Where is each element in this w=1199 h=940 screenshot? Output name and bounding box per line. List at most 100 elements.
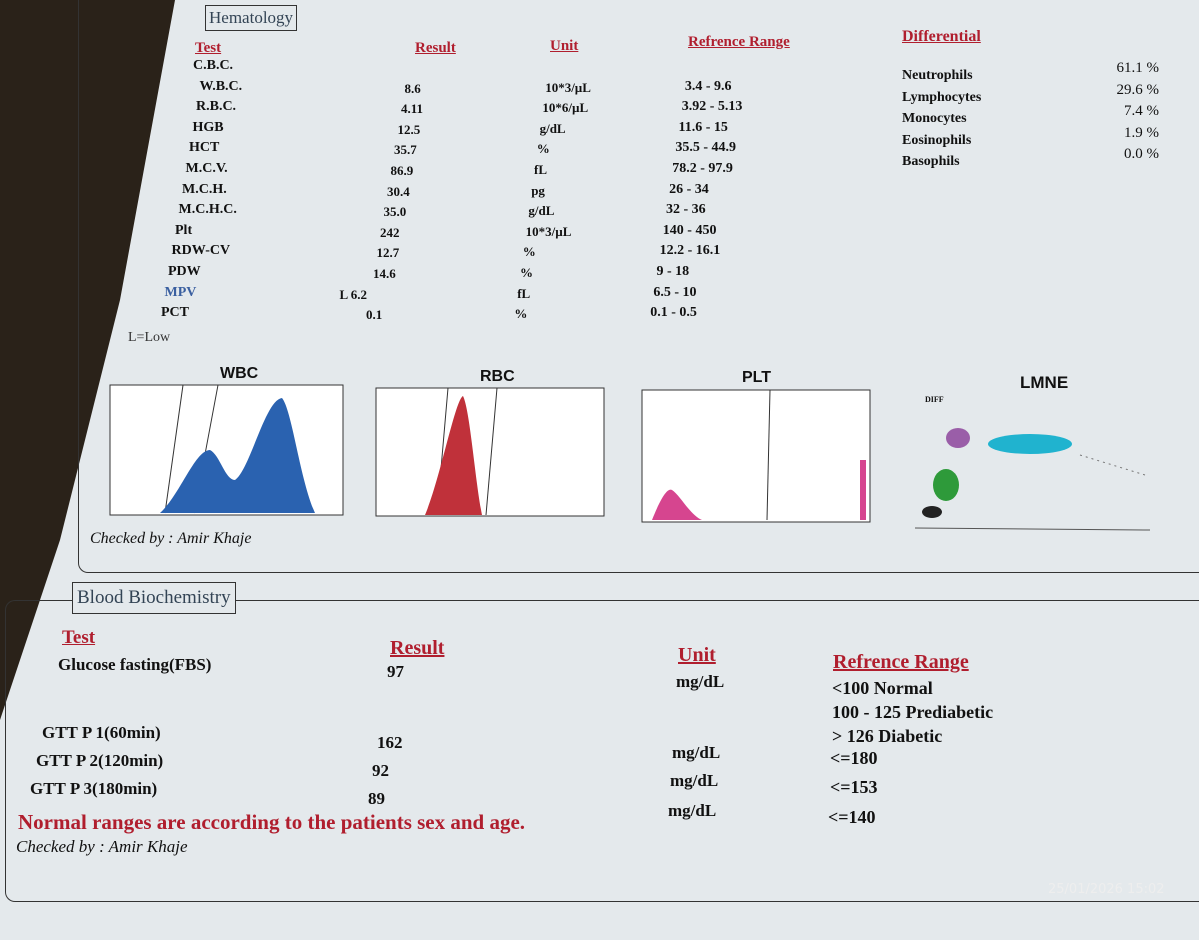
checked-by: Checked by : Amir Khaje xyxy=(16,837,188,856)
header: Test xyxy=(195,40,222,56)
ref-range: 0.1 - 0.5 xyxy=(650,305,697,321)
graph-label: DIFF xyxy=(925,395,944,404)
unit: % xyxy=(520,265,533,280)
ref-range: 140 - 450 xyxy=(662,222,717,238)
ref-range: 9 - 18 xyxy=(656,264,690,279)
section-title: Blood Biochemistry xyxy=(72,582,236,614)
test-name: PDW xyxy=(168,264,201,279)
rbc-histogram xyxy=(375,387,605,517)
ref-range: 12.2 - 16.1 xyxy=(659,243,721,259)
unit: fL xyxy=(534,162,547,177)
unit: mg/dL xyxy=(670,771,719,790)
header: Test xyxy=(62,627,96,648)
header: Result xyxy=(390,637,445,659)
test-name: GTT P 2(120min) xyxy=(36,751,164,770)
ref-range: 100 - 125 Prediabetic xyxy=(832,702,994,722)
result: 0.1 xyxy=(366,307,383,323)
graph-title: PLT xyxy=(742,369,772,386)
diff-value: 1.9 % xyxy=(1124,124,1159,141)
graph-title: WBC xyxy=(220,365,259,382)
lmne-scatter xyxy=(914,428,1151,531)
diff-name: Neutrophils xyxy=(902,68,973,83)
checked-by: Checked by : Amir Khaje xyxy=(90,530,252,547)
result: 242 xyxy=(380,224,400,240)
result: 35.7 xyxy=(394,142,417,158)
test-name: M.C.V. xyxy=(185,161,228,176)
ref-range: > 126 Diabetic xyxy=(832,726,943,746)
test-name: HCT xyxy=(189,140,220,156)
ref-range: 3.4 - 9.6 xyxy=(684,78,732,94)
timestamp: 25/01/2026 15:02 xyxy=(1048,882,1165,897)
section-title: Hematology xyxy=(205,5,298,31)
ref-range: 35.5 - 44.9 xyxy=(675,140,737,156)
unit: mg/dL xyxy=(668,801,717,820)
wbc-histogram xyxy=(109,384,344,516)
ref-range: <100 Normal xyxy=(832,678,933,698)
test-name: C.B.C. xyxy=(193,58,234,73)
biochem-frame xyxy=(5,600,1199,902)
graph-title: LMNE xyxy=(1020,373,1069,392)
ref-range: 3.92 - 5.13 xyxy=(681,99,743,115)
test-name: M.C.H. xyxy=(182,181,227,197)
test-name: M.C.H.C. xyxy=(178,202,237,218)
test-name: GTT P 3(180min) xyxy=(30,779,158,798)
unit: g/dL xyxy=(539,120,566,136)
header: Refrence Range xyxy=(833,651,969,673)
test-name: Plt xyxy=(175,222,193,238)
diff-value: 7.4 % xyxy=(1124,103,1159,119)
header: Unit xyxy=(550,38,579,54)
test-name: R.B.C. xyxy=(196,99,237,115)
unit: g/dL xyxy=(528,203,555,219)
test-name: PCT xyxy=(161,305,189,321)
note: Normal ranges are according to the patie… xyxy=(18,810,526,834)
ref-range: <=153 xyxy=(830,777,878,797)
unit: mg/dL xyxy=(672,743,721,762)
result: 97 xyxy=(387,662,404,681)
legend: L=Low xyxy=(128,330,171,345)
result: 14.6 xyxy=(373,266,396,281)
result: 162 xyxy=(377,733,403,752)
ref-range: 6.5 - 10 xyxy=(653,284,697,300)
unit: fL xyxy=(517,285,531,301)
unit: % xyxy=(514,306,528,322)
result: 86.9 xyxy=(390,163,414,178)
ref-range: 11.6 - 15 xyxy=(678,119,728,135)
unit: mg/dL xyxy=(676,672,725,691)
test-name: HGB xyxy=(192,119,224,135)
unit: 10*6/µL xyxy=(542,100,589,116)
plt-histogram xyxy=(641,389,871,523)
ref-range: 26 - 34 xyxy=(669,181,709,197)
result: 89 xyxy=(368,789,385,808)
result: 8.6 xyxy=(404,80,421,96)
unit: % xyxy=(522,244,536,260)
result: 30.4 xyxy=(387,183,410,199)
diff-name: Basophils xyxy=(902,154,960,169)
result: 4.11 xyxy=(401,101,424,117)
ref-range: 78.2 - 97.9 xyxy=(672,161,733,176)
result: 35.0 xyxy=(383,204,407,220)
unit: % xyxy=(536,141,550,157)
diff-name: Lymphocytes xyxy=(902,89,982,105)
diff-value: 29.6 % xyxy=(1116,81,1160,98)
unit: pg xyxy=(531,182,545,198)
result: 12.5 xyxy=(397,121,421,137)
test-name: W.B.C. xyxy=(199,78,243,94)
unit: 10*3/µL xyxy=(525,223,572,239)
test-name: GTT P 1(60min) xyxy=(42,723,161,742)
ref-range: 32 - 36 xyxy=(665,202,706,218)
header: Unit xyxy=(678,644,716,666)
test-name: MPV xyxy=(164,284,197,300)
ref-range: <=180 xyxy=(830,748,878,768)
header: Result xyxy=(415,40,456,56)
test-name: RDW-CV xyxy=(171,243,231,259)
result: 92 xyxy=(372,761,389,780)
diff-value: 61.1 % xyxy=(1116,60,1160,76)
diff-name: Monocytes xyxy=(902,111,967,126)
graph-title: RBC xyxy=(480,368,515,385)
unit: 10*3/µL xyxy=(545,79,591,95)
header: Refrence Range xyxy=(688,34,790,50)
result: L 6.2 xyxy=(339,286,367,302)
hematology-frame xyxy=(78,0,1199,573)
diff-name: Eosinophils xyxy=(902,132,972,148)
